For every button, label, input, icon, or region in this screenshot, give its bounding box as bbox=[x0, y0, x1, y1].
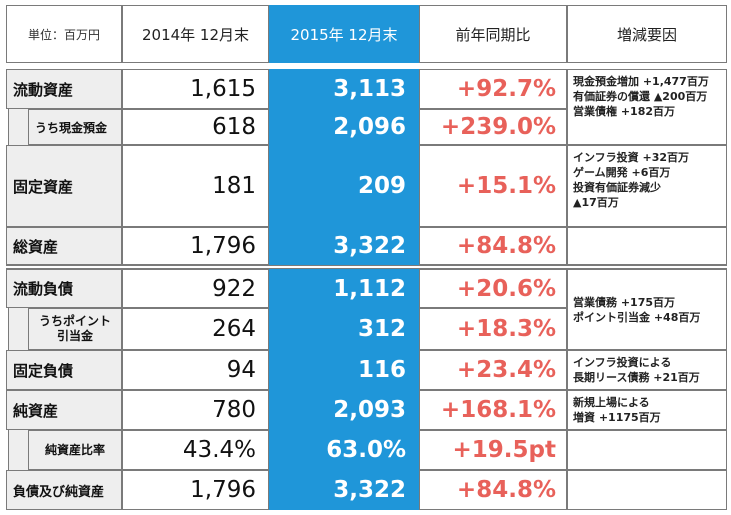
value-2015-fixed-assets: 209 bbox=[269, 145, 419, 227]
factor-total-liabilities-net-assets bbox=[567, 470, 727, 510]
yoy-point-reserve: +18.3% bbox=[419, 308, 567, 350]
sub-row-indent bbox=[8, 308, 28, 350]
factor-total-assets bbox=[567, 227, 727, 265]
row-label-point-reserve: うちポイント 引当金 bbox=[28, 308, 122, 350]
header-yoy: 前年同期比 bbox=[419, 5, 567, 63]
yoy-equity-ratio: +19.5pt bbox=[419, 430, 567, 470]
yoy-net-assets: +168.1% bbox=[419, 390, 567, 430]
yoy-cash: +239.0% bbox=[419, 109, 567, 145]
yoy-current-assets: +92.7% bbox=[419, 69, 567, 109]
header-2014: 2014年 12月末 bbox=[122, 5, 269, 63]
row-label-fixed-assets: 固定資産 bbox=[6, 145, 122, 227]
sub-row-indent bbox=[8, 109, 28, 145]
row-label-total-liabilities-net-assets: 負債及び純資産 bbox=[6, 470, 122, 510]
value-2014-fixed-assets: 181 bbox=[122, 145, 269, 227]
row-label-cash: うち現金預金 bbox=[28, 109, 122, 145]
yoy-total-assets: +84.8% bbox=[419, 227, 567, 265]
header-2015: 2015年 12月末 bbox=[269, 5, 419, 63]
yoy-total-liabilities-net-assets: +84.8% bbox=[419, 470, 567, 510]
value-2015-point-reserve: 312 bbox=[269, 308, 419, 350]
factor-equity-ratio bbox=[567, 430, 727, 470]
row-label-fixed-liabilities: 固定負債 bbox=[6, 350, 122, 390]
value-2015-fixed-liabilities: 116 bbox=[269, 350, 419, 390]
value-2014-total-liabilities-net-assets: 1,796 bbox=[122, 470, 269, 510]
section-divider bbox=[6, 265, 727, 269]
value-2014-equity-ratio: 43.4% bbox=[122, 430, 269, 470]
factor-current-liabilities: 営業債務 +175百万 ポイント引当金 +48百万 bbox=[567, 269, 727, 350]
factor-current-assets: 現金預金増加 +1,477百万 有価証券の償還 ▲200百万 営業債権 +182… bbox=[567, 69, 727, 145]
value-2015-total-liabilities-net-assets: 3,322 bbox=[269, 470, 419, 510]
value-2014-cash: 618 bbox=[122, 109, 269, 145]
factor-fixed-liabilities: インフラ投資による 長期リース債務 +21百万 bbox=[567, 350, 727, 390]
header-unit: 単位：百万円 bbox=[6, 5, 122, 63]
value-2014-total-assets: 1,796 bbox=[122, 227, 269, 265]
row-label-current-liabilities: 流動負債 bbox=[6, 269, 122, 308]
value-2014-fixed-liabilities: 94 bbox=[122, 350, 269, 390]
factor-net-assets: 新規上場による 増資 +1175百万 bbox=[567, 390, 727, 430]
header-factor: 増減要因 bbox=[567, 5, 727, 63]
factor-fixed-assets: インフラ投資 +32百万 ゲーム開発 +6百万 投資有価証券減少 ▲17百万 bbox=[567, 145, 727, 227]
value-2015-equity-ratio: 63.0% bbox=[269, 430, 419, 470]
yoy-current-liabilities: +20.6% bbox=[419, 269, 567, 308]
sub-row-indent bbox=[8, 430, 28, 470]
yoy-fixed-liabilities: +23.4% bbox=[419, 350, 567, 390]
value-2015-current-liabilities: 1,112 bbox=[269, 269, 419, 308]
value-2015-cash: 2,096 bbox=[269, 109, 419, 145]
yoy-fixed-assets: +15.1% bbox=[419, 145, 567, 227]
value-2014-net-assets: 780 bbox=[122, 390, 269, 430]
row-label-net-assets: 純資産 bbox=[6, 390, 122, 430]
value-2015-net-assets: 2,093 bbox=[269, 390, 419, 430]
value-2015-total-assets: 3,322 bbox=[269, 227, 419, 265]
row-label-current-assets: 流動資産 bbox=[6, 69, 122, 109]
row-label-total-assets: 総資産 bbox=[6, 227, 122, 265]
value-2014-current-liabilities: 922 bbox=[122, 269, 269, 308]
value-2015-current-assets: 3,113 bbox=[269, 69, 419, 109]
row-label-equity-ratio: 純資産比率 bbox=[28, 430, 122, 470]
value-2014-current-assets: 1,615 bbox=[122, 69, 269, 109]
value-2014-point-reserve: 264 bbox=[122, 308, 269, 350]
